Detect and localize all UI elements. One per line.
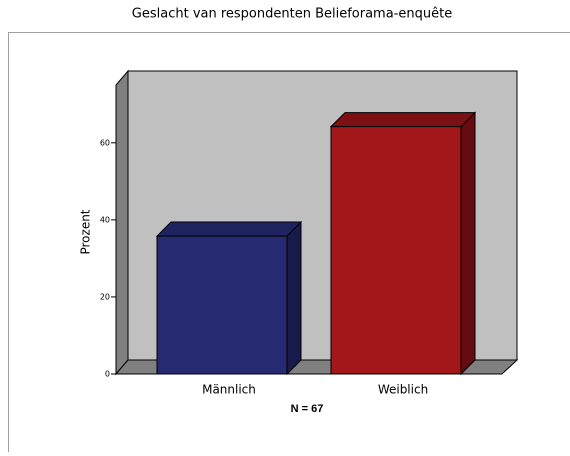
x-tick-label: Männlich (202, 383, 256, 397)
bar-top (157, 222, 301, 236)
y-tick-label: 20 (100, 292, 110, 301)
bar-top (331, 113, 475, 127)
y-tick-label: 60 (100, 138, 110, 147)
bar (331, 127, 461, 374)
y-tick-label: 0 (105, 370, 110, 379)
y-axis-label: Prozent (79, 209, 93, 254)
y-tick-label: 40 (100, 215, 110, 224)
annotation: N = 67 (291, 403, 324, 415)
bar-side (287, 222, 301, 374)
bar (157, 236, 287, 374)
x-tick-label: Weiblich (378, 383, 428, 397)
chart-title: Geslacht van respondenten Belieforama-en… (132, 7, 452, 22)
bar-side (461, 113, 475, 374)
side-wall (116, 71, 128, 374)
